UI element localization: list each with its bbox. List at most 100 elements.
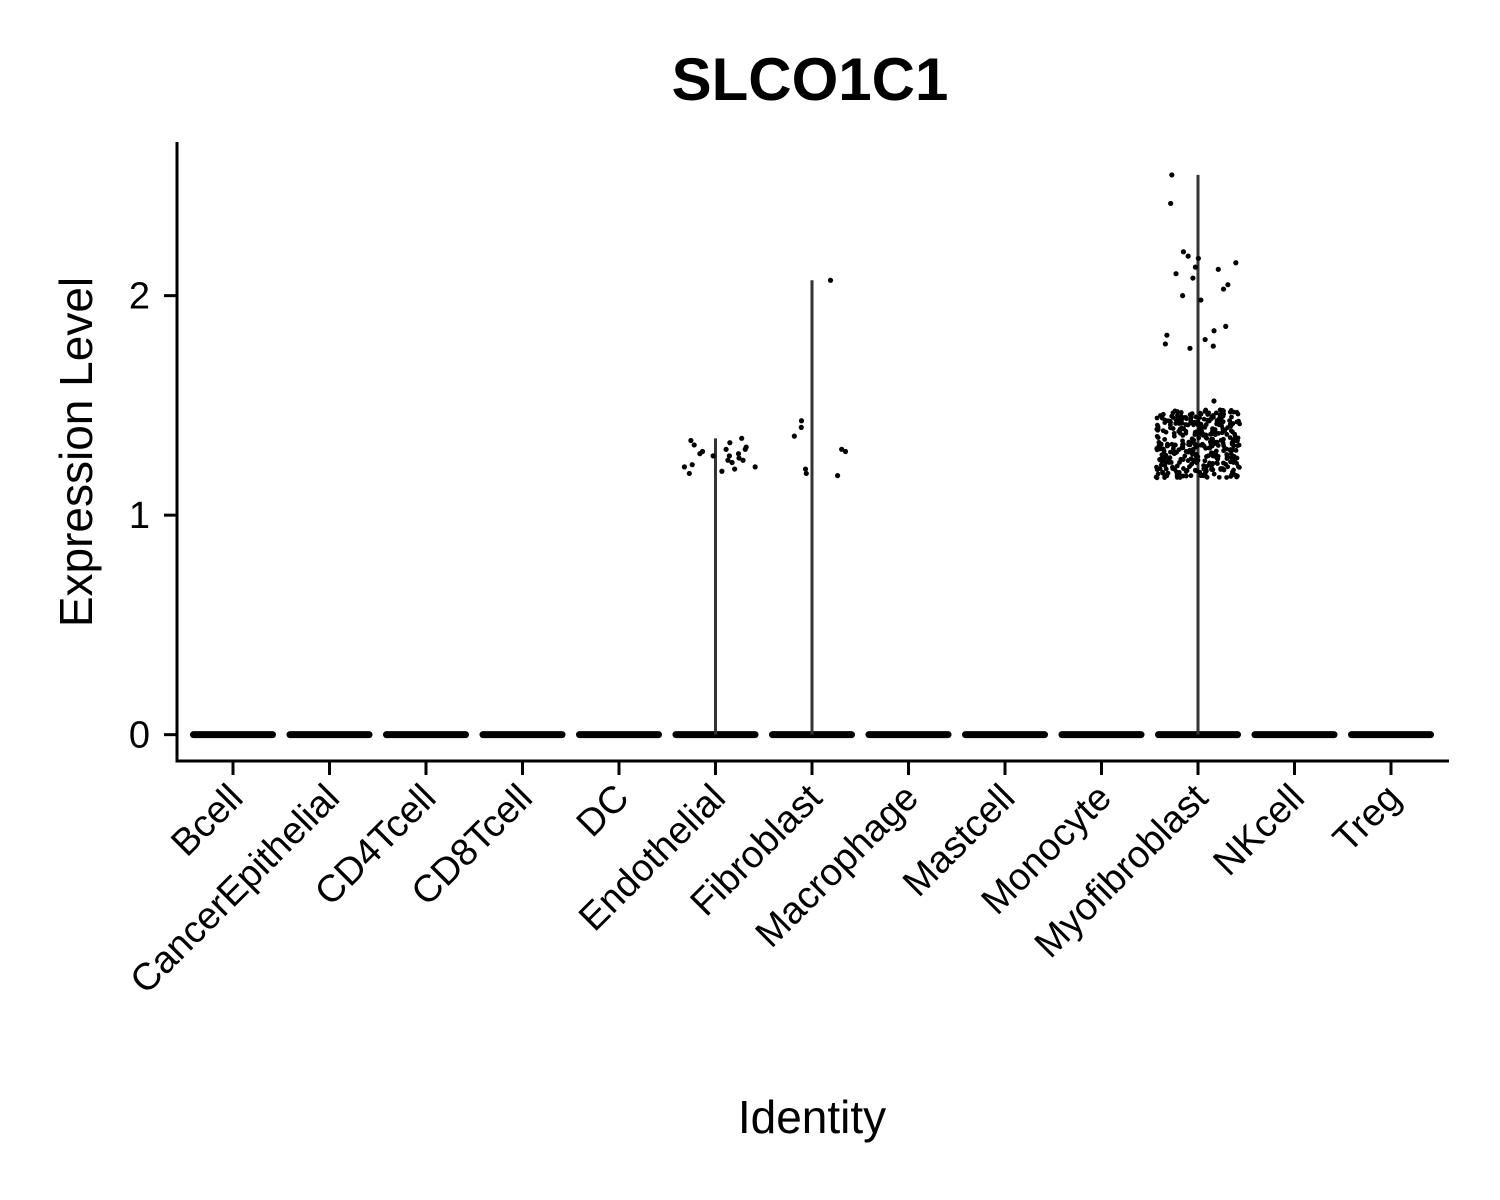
point-myofibroblast [1180, 438, 1185, 444]
x-tick-label: Bcell [163, 777, 251, 865]
point-myofibroblast [1165, 470, 1171, 476]
point-myofibroblast [1206, 410, 1212, 416]
point-myofibroblast [1185, 253, 1191, 259]
point-myofibroblast [1168, 460, 1174, 465]
point-fibroblast [834, 473, 841, 479]
point-myofibroblast [1184, 468, 1190, 473]
point-myofibroblast [1220, 466, 1225, 472]
point-myofibroblast [1162, 475, 1167, 480]
point-myofibroblast [1224, 452, 1230, 457]
point-myofibroblast [1235, 473, 1240, 479]
point-myofibroblast [1195, 454, 1201, 460]
point-endothelial [725, 457, 731, 463]
point-endothelial [688, 437, 694, 444]
violin-cancerepithelial [286, 731, 373, 739]
point-myofibroblast [1154, 467, 1160, 472]
point-myofibroblast [1178, 456, 1184, 462]
point-myofibroblast [1189, 461, 1194, 467]
point-endothelial [752, 464, 758, 470]
point-myofibroblast [1210, 426, 1215, 432]
point-myofibroblast [1168, 425, 1173, 431]
point-myofibroblast [1206, 445, 1212, 451]
point-myofibroblast [1215, 266, 1221, 272]
point-myofibroblast [1228, 451, 1234, 457]
point-fibroblast [802, 466, 809, 472]
point-myofibroblast [1195, 457, 1201, 463]
point-myofibroblast [1161, 446, 1166, 452]
point-myofibroblast [1227, 418, 1233, 423]
point-myofibroblast [1210, 453, 1216, 459]
point-myofibroblast [1219, 430, 1225, 436]
point-myofibroblast [1201, 463, 1207, 469]
point-fibroblast [842, 448, 849, 455]
point-myofibroblast [1231, 439, 1237, 445]
point-myofibroblast [1160, 470, 1166, 476]
point-myofibroblast [1156, 443, 1162, 449]
point-myofibroblast [1173, 450, 1179, 455]
point-myofibroblast [1201, 416, 1207, 422]
point-myofibroblast [1231, 409, 1237, 415]
point-myofibroblast [1229, 455, 1234, 460]
point-endothelial [729, 459, 735, 466]
x-axis-label: Identity [738, 1091, 886, 1143]
y-tick-label: 2 [129, 276, 150, 318]
point-myofibroblast [1162, 437, 1168, 442]
point-myofibroblast [1206, 418, 1212, 424]
point-myofibroblast [1228, 459, 1233, 465]
point-myofibroblast [1172, 442, 1178, 448]
point-myofibroblast [1211, 471, 1217, 477]
point-myofibroblast [1223, 323, 1229, 329]
point-endothelial [723, 446, 729, 452]
point-myofibroblast [1229, 414, 1234, 420]
point-endothelial [686, 470, 692, 477]
point-fibroblast [798, 424, 804, 430]
point-myofibroblast [1217, 407, 1223, 413]
point-myofibroblast [1159, 452, 1165, 458]
point-myofibroblast [1211, 328, 1217, 334]
violin-dc [576, 731, 662, 739]
x-tick-label: Treg [1325, 777, 1409, 861]
point-myofibroblast [1203, 435, 1209, 441]
point-myofibroblast [1173, 421, 1179, 426]
point-myofibroblast [1194, 443, 1200, 448]
point-myofibroblast [1188, 415, 1194, 420]
point-myofibroblast [1162, 417, 1168, 423]
point-myofibroblast [1228, 474, 1234, 479]
point-myofibroblast [1195, 255, 1201, 261]
point-myofibroblast [1209, 467, 1214, 472]
point-myofibroblast [1171, 433, 1177, 439]
point-endothelial [727, 440, 733, 446]
point-myofibroblast [1187, 345, 1193, 351]
point-myofibroblast [1213, 410, 1219, 416]
point-fibroblast [791, 433, 797, 439]
point-myofibroblast [1221, 411, 1227, 417]
point-endothelial [726, 453, 732, 459]
point-myofibroblast [1227, 435, 1233, 441]
point-myofibroblast [1177, 416, 1183, 422]
point-fibroblast [803, 470, 809, 477]
point-myofibroblast [1192, 432, 1198, 437]
point-myofibroblast [1164, 332, 1170, 338]
point-myofibroblast [1225, 464, 1231, 470]
point-myofibroblast [1155, 422, 1160, 428]
point-myofibroblast [1221, 436, 1226, 442]
point-myofibroblast [1180, 249, 1187, 255]
point-myofibroblast [1210, 414, 1216, 420]
point-myofibroblast [1231, 467, 1236, 473]
x-tick-label: Myofibroblast [1027, 776, 1217, 966]
violin-cd8tcell [479, 731, 566, 739]
point-myofibroblast [1228, 428, 1234, 434]
point-myofibroblast [1236, 464, 1241, 470]
plot-area [190, 172, 1434, 739]
point-myofibroblast [1193, 468, 1199, 474]
point-myofibroblast [1225, 282, 1231, 288]
point-myofibroblast [1230, 421, 1236, 426]
point-myofibroblast [1197, 415, 1202, 421]
point-myofibroblast [1214, 418, 1220, 423]
point-myofibroblast [1163, 429, 1169, 435]
point-myofibroblast [1186, 439, 1192, 445]
point-myofibroblast [1168, 200, 1174, 207]
point-myofibroblast [1174, 409, 1180, 414]
point-endothelial [732, 466, 738, 472]
